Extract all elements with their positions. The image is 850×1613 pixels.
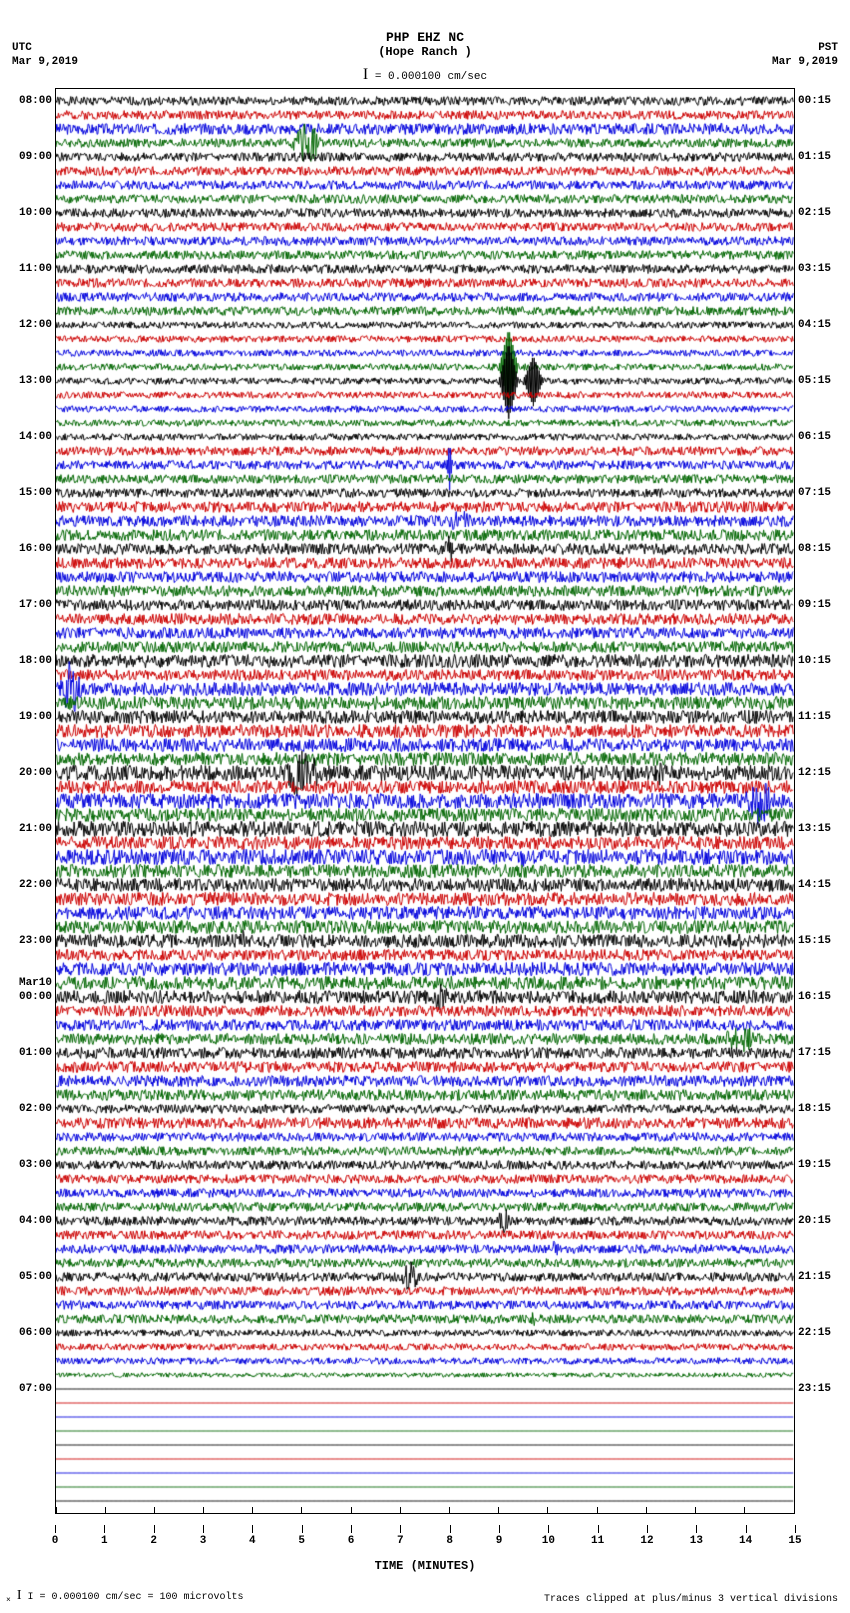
x-tick (302, 1525, 303, 1533)
utc-hour-label: 00:00 (19, 991, 56, 1003)
utc-hour-label: 04:00 (19, 1215, 56, 1227)
x-tick (795, 1525, 796, 1533)
x-tick-label: 12 (640, 1535, 653, 1547)
x-tick (696, 1525, 697, 1533)
pst-hour-label: 07:15 (794, 487, 831, 499)
pst-hour-label: 04:15 (794, 319, 831, 331)
pst-hour-label: 05:15 (794, 375, 831, 387)
seismogram-page: PHP EHZ NC (Hope Ranch ) I = 0.000100 cm… (0, 0, 850, 1613)
utc-hour-label: 16:00 (19, 543, 56, 555)
pst-hour-label: 19:15 (794, 1159, 831, 1171)
x-tick-label: 0 (52, 1535, 59, 1547)
pst-hour-label: 02:15 (794, 207, 831, 219)
pst-hour-label: 01:15 (794, 151, 831, 163)
x-tick (400, 1525, 401, 1533)
pst-hour-label: 14:15 (794, 879, 831, 891)
x-tick (647, 1525, 648, 1533)
utc-hour-label: 13:00 (19, 375, 56, 387)
pst-hour-label: 09:15 (794, 599, 831, 611)
timezone-right-label: PST (818, 42, 838, 54)
utc-hour-label: 01:00 (19, 1047, 56, 1059)
footer-left-text: I = 0.000100 cm/sec = 100 microvolts (28, 1592, 244, 1603)
x-tick-label: 11 (591, 1535, 604, 1547)
timezone-left-label: UTC (12, 42, 32, 54)
utc-hour-label: 14:00 (19, 431, 56, 443)
utc-hour-label: 05:00 (19, 1271, 56, 1283)
utc-hour-label: 02:00 (19, 1103, 56, 1115)
x-tick (746, 1525, 747, 1533)
station-title: PHP EHZ NC (0, 30, 850, 45)
pst-hour-label: 17:15 (794, 1047, 831, 1059)
utc-hour-label: 07:00 (19, 1383, 56, 1395)
utc-hour-label: 17:00 (19, 599, 56, 611)
x-tick-label: 1 (101, 1535, 108, 1547)
pst-hour-label: 20:15 (794, 1215, 831, 1227)
x-axis-title: TIME (MINUTES) (0, 1559, 850, 1573)
x-axis: 0123456789101112131415 (55, 1525, 795, 1553)
pst-hour-label: 10:15 (794, 655, 831, 667)
pst-hour-label: 03:15 (794, 263, 831, 275)
x-tick (154, 1525, 155, 1533)
utc-hour-label: 22:00 (19, 879, 56, 891)
midnight-label: Mar10 (19, 977, 56, 989)
x-tick-label: 6 (348, 1535, 355, 1547)
x-tick-label: 14 (739, 1535, 752, 1547)
pst-hour-label: 16:15 (794, 991, 831, 1003)
x-tick (351, 1525, 352, 1533)
pst-hour-label: 08:15 (794, 543, 831, 555)
utc-hour-label: 19:00 (19, 711, 56, 723)
seismogram-plot: 08:0000:1509:0001:1510:0002:1511:0003:15… (55, 88, 795, 1514)
x-tick-label: 5 (298, 1535, 305, 1547)
x-tick (450, 1525, 451, 1533)
footer-left: × I I = 0.000100 cm/sec = 100 microvolts (6, 1588, 244, 1605)
x-tick-label: 9 (496, 1535, 503, 1547)
x-tick (104, 1525, 105, 1533)
x-tick (548, 1525, 549, 1533)
pst-hour-label: 00:15 (794, 95, 831, 107)
pst-hour-label: 18:15 (794, 1103, 831, 1115)
x-tick-label: 7 (397, 1535, 404, 1547)
pst-hour-label: 12:15 (794, 767, 831, 779)
x-tick (203, 1525, 204, 1533)
pst-hour-label: 13:15 (794, 823, 831, 835)
utc-hour-label: 15:00 (19, 487, 56, 499)
x-tick (55, 1525, 56, 1533)
utc-hour-label: 23:00 (19, 935, 56, 947)
utc-hour-label: 11:00 (19, 263, 56, 275)
x-tick-label: 3 (200, 1535, 207, 1547)
pst-hour-label: 21:15 (794, 1271, 831, 1283)
x-tick-label: 10 (542, 1535, 555, 1547)
pst-hour-label: 06:15 (794, 431, 831, 443)
x-tick-label: 15 (788, 1535, 801, 1547)
pst-hour-label: 15:15 (794, 935, 831, 947)
utc-hour-label: 20:00 (19, 767, 56, 779)
utc-hour-label: 12:00 (19, 319, 56, 331)
utc-hour-label: 21:00 (19, 823, 56, 835)
location-subtitle: (Hope Ranch ) (0, 45, 850, 59)
x-tick-label: 8 (446, 1535, 453, 1547)
utc-hour-label: 18:00 (19, 655, 56, 667)
utc-hour-label: 06:00 (19, 1327, 56, 1339)
x-tick (499, 1525, 500, 1533)
pst-hour-label: 23:15 (794, 1383, 831, 1395)
utc-hour-label: 03:00 (19, 1159, 56, 1171)
x-tick-label: 13 (690, 1535, 703, 1547)
utc-hour-label: 10:00 (19, 207, 56, 219)
x-tick (598, 1525, 599, 1533)
x-tick-label: 2 (150, 1535, 157, 1547)
x-tick (252, 1525, 253, 1533)
x-tick-label: 4 (249, 1535, 256, 1547)
utc-hour-label: 09:00 (19, 151, 56, 163)
footer-right: Traces clipped at plus/minus 3 vertical … (544, 1594, 838, 1605)
pst-hour-label: 22:15 (794, 1327, 831, 1339)
trace-row (56, 1494, 794, 1508)
pst-hour-label: 11:15 (794, 711, 831, 723)
utc-hour-label: 08:00 (19, 95, 56, 107)
